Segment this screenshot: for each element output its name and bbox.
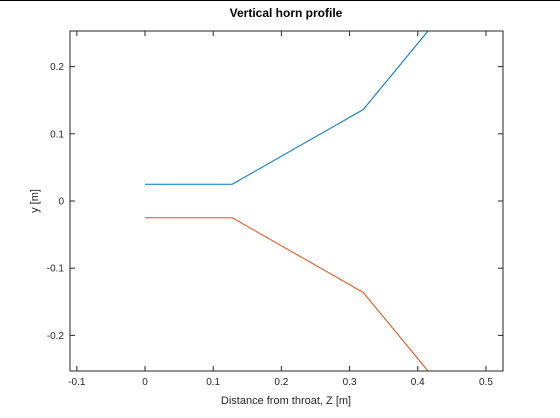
tick-layer: -0.1 0 0.1 0.2 0.3 0.4 0.5 -0.2 -0.1 0 0.1 0.2 bbox=[47, 31, 503, 388]
x-tick-label: 0.5 bbox=[479, 377, 493, 388]
x-axis-label: Distance from throat, Z [m] bbox=[221, 395, 351, 407]
y-axis-label: y [m] bbox=[29, 189, 41, 213]
x-tick-label: 0.1 bbox=[206, 377, 220, 388]
x-tick-label: 0.3 bbox=[343, 377, 357, 388]
upper-profile-line bbox=[145, 30, 429, 185]
x-tick-label: 0 bbox=[142, 377, 148, 388]
lower-profile-line bbox=[145, 217, 429, 372]
y-tick-label: 0 bbox=[58, 197, 64, 208]
chart-title: Vertical horn profile bbox=[230, 6, 343, 20]
y-tick-label: -0.1 bbox=[47, 264, 65, 275]
series-layer bbox=[145, 30, 429, 372]
x-tick-label: 0.2 bbox=[274, 377, 288, 388]
plot-area bbox=[70, 31, 503, 371]
y-tick-label: -0.2 bbox=[47, 331, 65, 342]
y-tick-label: 0.2 bbox=[50, 62, 64, 73]
y-tick-label: 0.1 bbox=[50, 129, 64, 140]
x-tick-label: -0.1 bbox=[68, 377, 86, 388]
x-tick-label: 0.4 bbox=[411, 377, 425, 388]
